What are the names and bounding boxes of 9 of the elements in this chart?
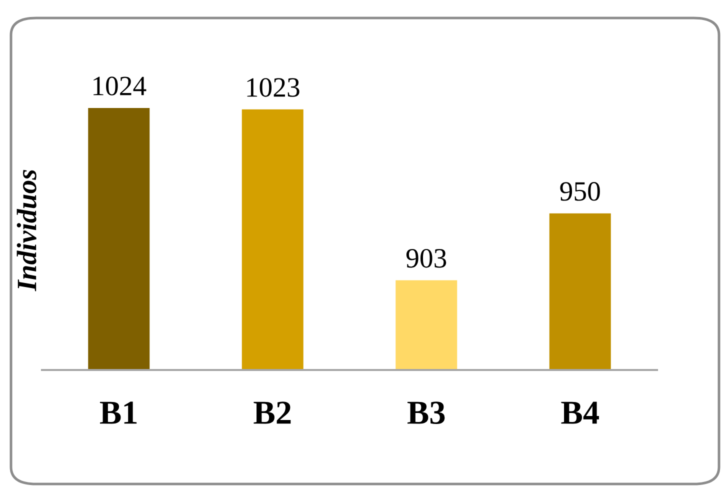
data-label: 950 xyxy=(560,182,600,201)
data-label: 1024 xyxy=(94,76,146,96)
x-tick-label: B2 xyxy=(254,402,291,424)
x-tick-label: B3 xyxy=(407,402,445,424)
data-label: 1023 xyxy=(247,78,300,97)
data-label: 903 xyxy=(406,248,446,268)
x-tick-label: B1 xyxy=(100,402,137,424)
x-tick-label: B4 xyxy=(561,402,599,424)
y-axis-title: Individuos xyxy=(16,170,36,292)
